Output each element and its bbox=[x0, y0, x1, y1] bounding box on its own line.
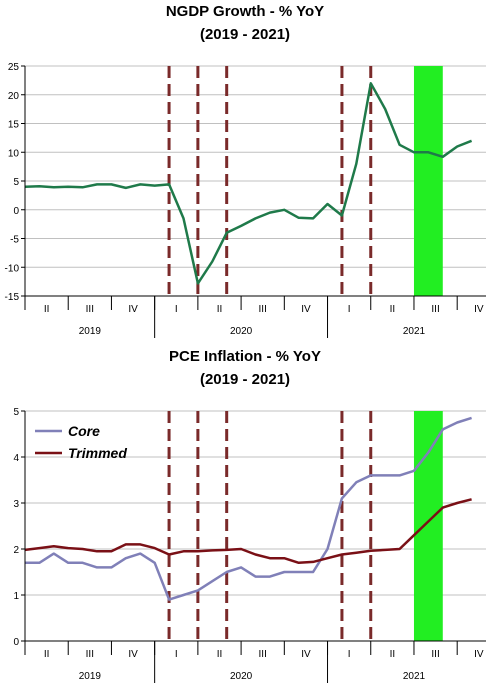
chart1-y-tick-label-0: -15 bbox=[5, 292, 20, 303]
chart2-y-tick-label-0: 0 bbox=[13, 637, 19, 648]
chart2-subtitle: (2019 - 2021) bbox=[200, 371, 290, 388]
pce-inflation-chart: PCE Inflation - % YoY (2019 - 2021) 0 1 2 3 4 5… bbox=[0, 345, 491, 690]
chart1-highlight-band bbox=[413, 66, 443, 296]
chart2-x-quarter-label-3: I bbox=[175, 649, 178, 660]
chart2-series-line-core bbox=[25, 416, 472, 601]
chart2-legend-label-core: Core bbox=[68, 423, 100, 439]
chart1-x-year-label-1: 2020 bbox=[230, 326, 253, 337]
chart2-x-quarter-label-1: III bbox=[86, 649, 94, 660]
chart1-x-quarter-label-1: III bbox=[86, 304, 94, 315]
pce-inflation-plot: PCE Inflation - % YoY (2019 - 2021) 0 1 2 3 4 5… bbox=[13, 348, 486, 683]
chart2-legend-label-trimmed: Trimmed bbox=[68, 445, 127, 461]
chart2-x-quarter-label-5: III bbox=[259, 649, 267, 660]
chart1-y-tick-label-3: 0 bbox=[13, 206, 19, 217]
chart1-x-year-label-2: 2021 bbox=[403, 326, 426, 337]
chart2-highlight-band bbox=[413, 411, 443, 641]
chart1-x-quarter-label-3: I bbox=[175, 304, 178, 315]
chart2-y-tick-label-5: 5 bbox=[13, 407, 19, 418]
chart1-x-quarter-label-10: IV bbox=[474, 304, 484, 315]
chart2-x-quarter-label-6: IV bbox=[301, 649, 311, 660]
chart1-y-tick-label-7: 20 bbox=[8, 91, 20, 102]
chart2-title: PCE Inflation - % YoY bbox=[169, 348, 321, 365]
chart2-series-line-trimmed bbox=[24, 498, 472, 565]
chart1-y-tick-label-4: 5 bbox=[13, 177, 19, 188]
chart1-x-quarter-label-2: IV bbox=[128, 304, 138, 315]
chart1-series-line-0 bbox=[24, 82, 473, 285]
chart1-x-quarter-label-8: II bbox=[390, 304, 396, 315]
chart1-y-tick-label-2: -5 bbox=[10, 235, 19, 246]
chart1-y-tick-label-6: 15 bbox=[8, 120, 20, 131]
chart2-x-quarter-label-0: II bbox=[44, 649, 50, 660]
chart2-y-tick-label-3: 3 bbox=[13, 499, 19, 510]
chart2-x-year-label-2: 2021 bbox=[403, 671, 426, 682]
chart1-x-year-label-0: 2019 bbox=[79, 326, 102, 337]
chart1-subtitle: (2019 - 2021) bbox=[200, 26, 290, 43]
chart1-x-quarter-label-9: III bbox=[431, 304, 439, 315]
chart1-title: NGDP Growth - % YoY bbox=[166, 3, 324, 20]
chart2-x-year-label-0: 2019 bbox=[79, 671, 102, 682]
chart1-x-quarter-label-7: I bbox=[348, 304, 351, 315]
chart2-x-quarter-label-7: I bbox=[348, 649, 351, 660]
ngdp-growth-chart: NGDP Growth - % YoY (2019 - 2021) -15 -10 -5… bbox=[5, 3, 486, 338]
chart2-y-tick-label-2: 2 bbox=[13, 545, 19, 556]
ngdp-growth-plot: NGDP Growth - % YoY (2019 - 2021) -15 -10 -5… bbox=[5, 3, 486, 338]
chart2-x-quarter-label-9: III bbox=[431, 649, 439, 660]
chart1-y-tick-label-5: 10 bbox=[8, 148, 20, 159]
chart2-x-quarter-label-4: II bbox=[217, 649, 223, 660]
chart1-y-tick-label-1: -10 bbox=[5, 263, 20, 274]
chart1-x-quarter-label-5: III bbox=[259, 304, 267, 315]
chart2-x-quarter-label-8: II bbox=[390, 649, 396, 660]
chart1-x-quarter-label-6: IV bbox=[301, 304, 311, 315]
chart1-y-tick-label-8: 25 bbox=[8, 62, 20, 73]
chart2-y-tick-label-4: 4 bbox=[13, 453, 19, 464]
chart2-y-tick-label-1: 1 bbox=[13, 591, 19, 602]
chart2-x-quarter-label-10: IV bbox=[474, 649, 484, 660]
chart1-x-quarter-label-4: II bbox=[217, 304, 223, 315]
chart2-x-quarter-label-2: IV bbox=[128, 649, 138, 660]
chart2-x-year-label-1: 2020 bbox=[230, 671, 253, 682]
chart1-x-quarter-label-0: II bbox=[44, 304, 50, 315]
